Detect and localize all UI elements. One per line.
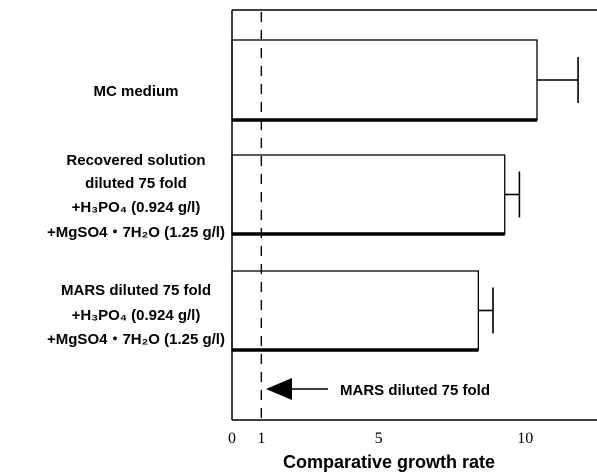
- bar-2: [231, 270, 479, 351]
- category-label-2-line-0: MARS diluted 75 fold: [61, 282, 211, 299]
- bar-0: [231, 39, 538, 121]
- x-axis-title: Comparative growth rate: [283, 452, 495, 472]
- category-label-1-line-2: +H₃PO₄ (0.924 g/l): [72, 199, 201, 216]
- bars-layer: [231, 39, 579, 352]
- category-labels: MC medium Recovered solution diluted 75 fo…: [47, 83, 225, 348]
- category-label-1-line-1: diluted 75 fold: [85, 175, 187, 192]
- annotation-text: MARS diluted 75 fold: [340, 382, 490, 399]
- bar-1: [231, 154, 506, 235]
- x-axis: 0 1 5 10 Comparative growth rate: [228, 9, 597, 472]
- x-tick-label-3: 10: [517, 430, 533, 447]
- x-tick-label-0: 0: [228, 430, 236, 447]
- x-tick-label-1: 1: [257, 430, 265, 447]
- category-label-1-line-0: Recovered solution: [66, 152, 205, 169]
- category-label-2-line-1: +H₃PO₄ (0.924 g/l): [72, 307, 201, 324]
- category-label-2-line-2: +MgSO4・7H₂O (1.25 g/l): [47, 331, 225, 348]
- category-label-0-line-0: MC medium: [93, 83, 178, 100]
- annotation-arrow-head: [266, 378, 292, 400]
- annotation-layer: MARS diluted 75 fold: [266, 378, 490, 400]
- category-label-1-line-3: +MgSO4・7H₂O (1.25 g/l): [47, 224, 225, 241]
- x-tick-label-2: 5: [375, 430, 383, 447]
